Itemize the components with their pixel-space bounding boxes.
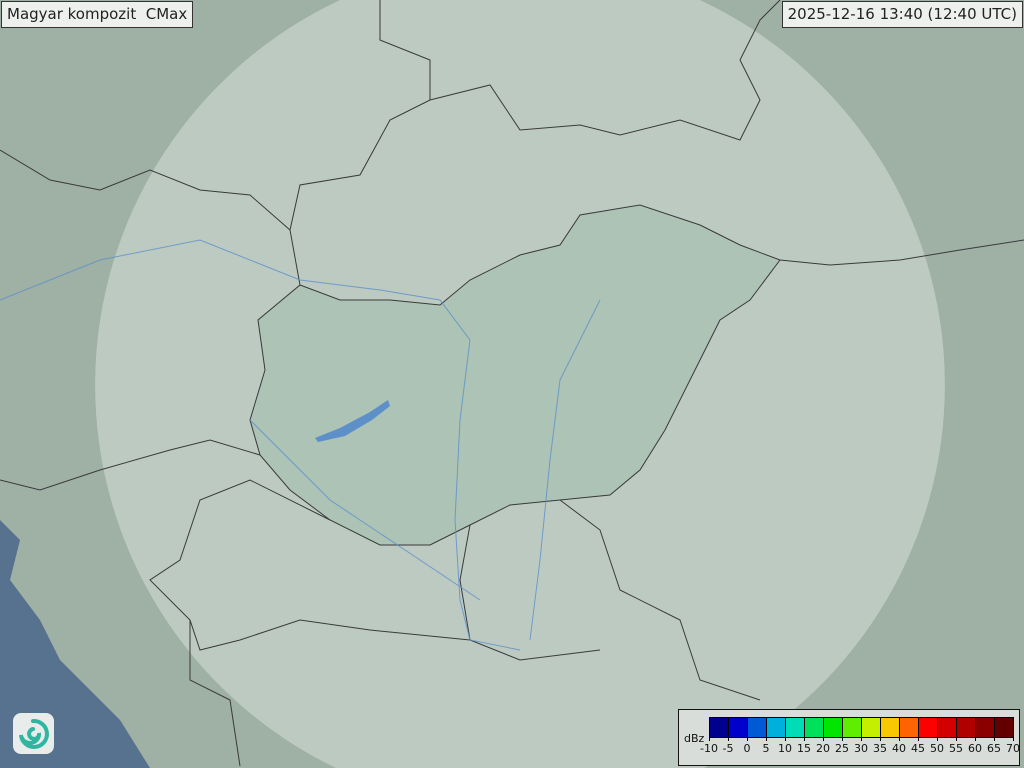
legend-color-35 (881, 718, 900, 737)
legend-color--5 (729, 718, 748, 737)
legend-tick-label: 10 (778, 742, 792, 755)
legend-tick (785, 737, 786, 741)
legend-tick-label: 5 (762, 742, 770, 755)
color-bar (709, 717, 1014, 738)
hungary-area (250, 205, 780, 545)
legend-color-25 (843, 718, 862, 737)
legend-tick (880, 737, 881, 741)
legend-tick (937, 737, 938, 741)
legend-tick (956, 737, 957, 741)
legend-tick-label: 20 (816, 742, 830, 755)
legend-color-45 (919, 718, 938, 737)
legend-tick (823, 737, 824, 741)
legend-color-65 (995, 718, 1013, 737)
legend-tick (899, 737, 900, 741)
legend-color-30 (862, 718, 881, 737)
legend-tick-label: 35 (873, 742, 887, 755)
swirl-logo-icon (13, 713, 54, 754)
legend-tick-label: 25 (835, 742, 849, 755)
legend-tick (766, 737, 767, 741)
legend-tick (842, 737, 843, 741)
legend-tick-label: 45 (911, 742, 925, 755)
dbz-legend: dBz -10 -5 0 5 10 15 20 25 30 35 40 45 50 55 60 65 70 (678, 709, 1020, 766)
legend-tick-label: 70 (1006, 742, 1020, 755)
legend-tick (709, 737, 710, 741)
legend-color-60 (976, 718, 995, 737)
map-title: Magyar kompozit CMax (1, 1, 194, 28)
legend-tick (861, 737, 862, 741)
sea-area (0, 520, 150, 768)
legend-color-0 (748, 718, 767, 737)
legend-unit: dBz (684, 732, 705, 745)
legend-tick (994, 737, 995, 741)
legend-color-20 (824, 718, 843, 737)
legend-tick (804, 737, 805, 741)
legend-tick-label: 40 (892, 742, 906, 755)
legend-color--10 (710, 718, 729, 737)
legend-color-10 (786, 718, 805, 737)
legend-tick-label: 60 (968, 742, 982, 755)
legend-tick-label: 55 (949, 742, 963, 755)
legend-tick (728, 737, 729, 741)
lake-balaton (315, 400, 390, 442)
legend-tick (1013, 737, 1014, 741)
legend-tick-label: 15 (797, 742, 811, 755)
legend-tick-label: 30 (854, 742, 868, 755)
legend-color-15 (805, 718, 824, 737)
legend-color-40 (900, 718, 919, 737)
legend-tick-label: 50 (930, 742, 944, 755)
legend-color-5 (767, 718, 786, 737)
legend-tick-label: -10 (700, 742, 718, 755)
legend-tick (747, 737, 748, 741)
legend-color-50 (938, 718, 957, 737)
legend-tick (918, 737, 919, 741)
rivers (0, 239, 601, 651)
legend-tick-label: -5 (722, 742, 734, 755)
legend-tick-label: 65 (987, 742, 1001, 755)
legend-tick-label: 0 (743, 742, 751, 755)
legend-tick (975, 737, 976, 741)
timestamp: 2025-12-16 13:40 (12:40 UTC) (781, 1, 1023, 28)
legend-color-55 (957, 718, 976, 737)
